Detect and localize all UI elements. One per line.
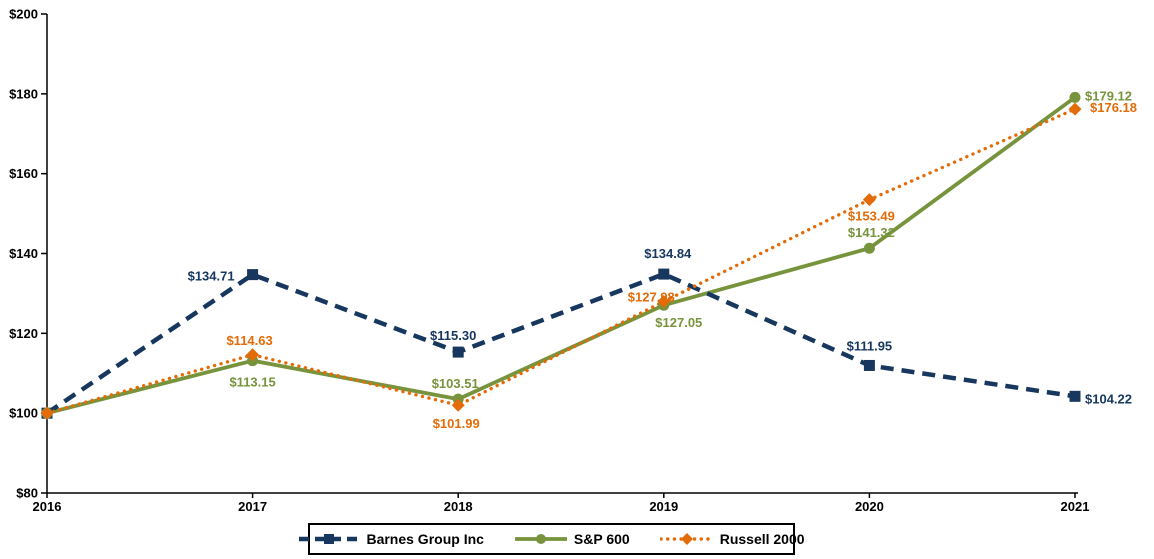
legend-label: S&P 600 <box>573 531 630 547</box>
y-tick-label: $80 <box>16 486 38 501</box>
barnes-line-sample-icon <box>299 534 360 544</box>
legend-label: Russell 2000 <box>719 531 805 547</box>
data-label: $176.18 <box>1090 100 1137 115</box>
data-label: $103.51 <box>432 376 479 391</box>
data-label: $153.49 <box>848 209 895 224</box>
y-tick-label: $200 <box>9 7 38 22</box>
data-label: $115.30 <box>430 328 476 343</box>
circle-marker <box>863 242 875 254</box>
data-label: $179.12 <box>1085 88 1132 103</box>
diamond-marker <box>246 348 260 362</box>
data-label: $111.95 <box>847 338 893 353</box>
data-label: $127.98 <box>628 289 675 304</box>
x-tick-label: 2016 <box>33 499 62 514</box>
legend-label: Barnes Group Inc <box>366 531 484 547</box>
circle-marker-icon <box>535 534 546 544</box>
diamond-marker <box>451 398 465 412</box>
legend-item-russell2000: Russell 2000 <box>659 531 805 547</box>
legend-item-barnes-group-inc: Barnes Group Inc <box>298 531 484 547</box>
y-tick-label: $160 <box>9 166 38 181</box>
sp600-line-sample-icon <box>514 534 567 544</box>
data-label: $134.71 <box>188 269 235 284</box>
square-marker <box>452 346 464 358</box>
diamond-marker <box>862 193 876 207</box>
diamond-marker <box>657 294 671 308</box>
data-label: $114.63 <box>226 333 272 348</box>
x-tick-label: 2021 <box>1061 499 1090 514</box>
data-label: $101.99 <box>433 416 480 431</box>
diamond-marker <box>1068 102 1082 116</box>
y-tick-label: $100 <box>9 406 38 421</box>
legend-item-sp600: S&P 600 <box>514 531 630 547</box>
russell-line-sample-icon <box>659 533 714 545</box>
series-line-barnes-group-inc <box>45 271 1076 416</box>
y-tick-label: $140 <box>9 246 38 261</box>
data-label: $113.15 <box>229 375 275 390</box>
data-label: $104.22 <box>1085 391 1132 406</box>
series-line-s-p-600 <box>46 95 1077 416</box>
data-label: $134.84 <box>644 246 692 261</box>
data-label: $127.05 <box>655 315 702 330</box>
y-tick-label: $180 <box>9 86 38 101</box>
series-line-russell-2000 <box>45 107 1077 415</box>
y-tick-label: $120 <box>9 326 38 341</box>
x-tick-label: 2020 <box>855 499 884 514</box>
square-marker <box>658 268 670 280</box>
x-tick-label: 2018 <box>444 499 473 514</box>
square-marker <box>1069 390 1081 402</box>
square-marker <box>247 269 259 281</box>
square-marker <box>863 359 875 371</box>
x-tick-label: 2019 <box>649 499 678 514</box>
square-marker-icon <box>324 534 335 544</box>
diamond-marker-icon <box>680 533 693 545</box>
circle-marker <box>1069 91 1081 103</box>
chart-legend: Barnes Group Inc S&P 600 Russell 2000 <box>299 523 805 555</box>
x-tick-label: 2017 <box>238 499 267 514</box>
data-label: $141.32 <box>848 225 895 240</box>
